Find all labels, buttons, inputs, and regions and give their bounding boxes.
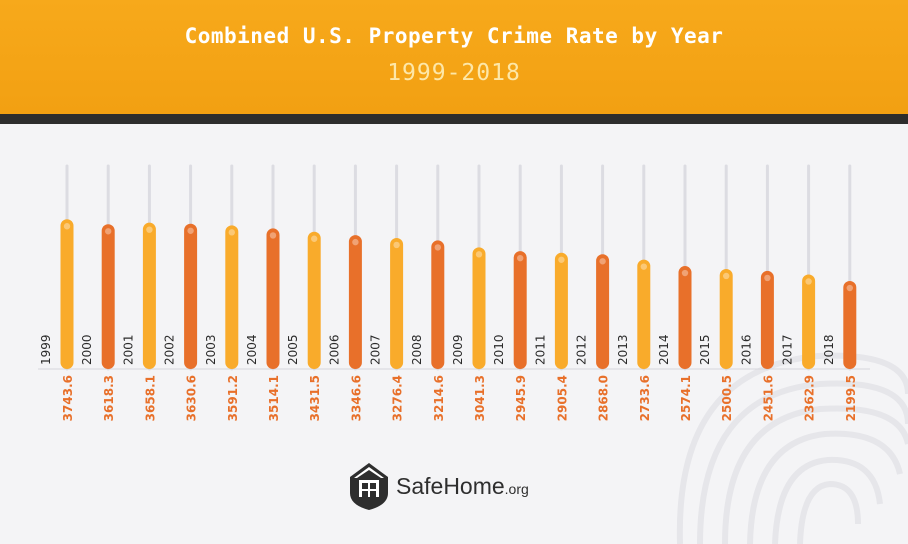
bar [719,268,733,369]
value-label: 2868.0 [597,375,611,421]
chart-title: Combined U.S. Property Crime Rate by Yea… [184,24,724,48]
year-label: 2008 [410,334,424,365]
value-label: 2733.6 [638,375,652,421]
bar [348,235,362,369]
bar-cap-dot [517,254,524,262]
value-label: 3630.6 [185,375,199,421]
logo-suffix: .org [504,480,529,497]
value-label: 2500.5 [720,375,734,421]
value-label: 3041.3 [473,375,487,421]
bar [266,228,280,369]
bar [760,270,774,369]
chart-subtitle: 1999-2018 [387,60,521,86]
bar-cap-dot [558,256,565,263]
bar [225,225,239,369]
value-label: 3514.1 [267,375,281,421]
bar [142,222,156,369]
year-label: 2002 [163,334,177,365]
bar [596,254,610,369]
bar [184,223,198,369]
value-label: 3276.4 [391,375,405,421]
bar-cap-dot [228,229,235,236]
bar-cap-dot [681,269,689,277]
bar-cap-dot [311,235,318,242]
bar [431,240,445,369]
bar [678,266,692,369]
bar [513,251,527,369]
bar-cap-dot [434,244,441,251]
bar [472,247,486,369]
bar [554,252,568,369]
header-divider [0,114,908,124]
year-label: 2015 [698,334,712,365]
bar [802,274,816,369]
bar-cap-dot [846,284,853,292]
bar-chart: 1999 2000 2001 2002 2003 2004 2005 2006 2007 2008… [38,164,908,544]
bar-cap-dot [352,238,359,246]
value-label: 2199.5 [844,375,858,421]
value-label: 2574.1 [679,375,693,421]
year-label: 2003 [204,334,218,365]
value-label: 2905.4 [555,375,569,421]
year-label: 2001 [121,334,135,365]
value-label: 3346.6 [349,375,363,421]
header-banner: Combined U.S. Property Crime Rate by Yea… [0,0,908,114]
bar-cap-dot [187,227,194,234]
bar [843,281,857,369]
bar-cap-dot [146,226,153,233]
value-label: 2451.6 [761,375,775,421]
bar-cap-dot [723,272,730,280]
bar-cap-dot [640,263,647,270]
bar-cap-dot [805,278,812,285]
house-shield-icon [350,463,388,510]
bar-cap-dot [475,251,483,258]
value-label: 3591.2 [226,375,240,421]
year-label: 2017 [781,334,795,365]
year-label: 2011 [533,334,547,365]
bar-cap-dot [105,228,112,235]
year-label: 2016 [739,334,753,365]
bar-cap-dot [393,241,400,249]
bar [637,259,651,369]
year-label: 2009 [451,334,465,365]
safehome-logo[interactable]: SafeHome.org [348,461,529,511]
bars [60,219,857,369]
bar-cap-dot [63,223,71,230]
bar [307,231,321,369]
fingerprint-watermark [676,352,908,544]
value-label: 3618.3 [102,375,116,421]
year-label: 2005 [286,334,300,365]
year-label: 2014 [657,334,671,365]
bar [60,219,74,369]
bar-cap-dot [599,258,606,265]
value-label: 3658.1 [143,375,157,421]
bar-cap-dot [269,232,277,239]
year-label: 2018 [822,334,836,365]
logo-text: SafeHome.org [396,473,529,500]
bar [101,224,115,369]
logo-name: SafeHome [396,472,505,499]
year-label: 1999 [39,334,53,365]
year-labels: 1999 2000 2001 2002 2003 2004 2005 2006 2007 2008… [39,334,836,365]
bar [390,237,404,369]
value-label: 3743.6 [61,375,75,421]
year-label: 2010 [492,334,506,365]
year-label: 2007 [369,334,383,365]
year-label: 2012 [575,334,589,365]
year-label: 2013 [616,334,630,365]
bar-cap-dot [764,274,771,282]
value-labels: 3743.6 3618.3 3658.1 3630.6 3591.2 3514.1 3431… [61,375,858,421]
year-label: 2004 [245,334,259,365]
value-label: 2362.9 [803,375,817,421]
year-label: 2000 [80,334,94,365]
value-label: 2945.9 [514,375,528,421]
year-label: 2006 [327,334,341,365]
value-label: 3214.6 [432,375,446,421]
value-label: 3431.5 [308,375,322,421]
